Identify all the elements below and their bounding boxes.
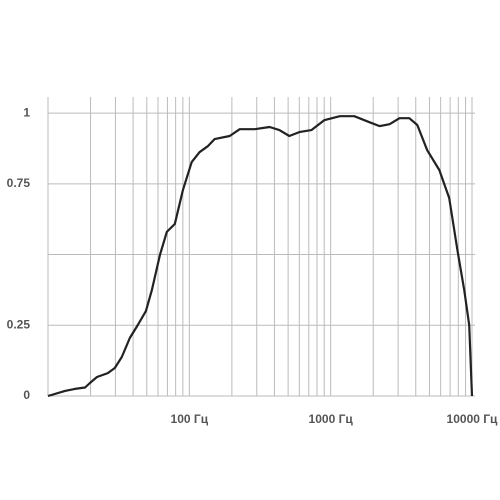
x-tick-label: 1000 Гц	[309, 412, 354, 426]
y-tick-label: 0.25	[7, 317, 31, 331]
y-tick-label: 0	[23, 388, 30, 402]
y-tick-label: 0.75	[7, 176, 31, 190]
x-tick-label: 100 Гц	[171, 412, 209, 426]
line-series	[47, 115, 474, 398]
x-tick-label: 10000 Гц	[447, 412, 499, 426]
y-tick-label: 1	[23, 105, 30, 119]
